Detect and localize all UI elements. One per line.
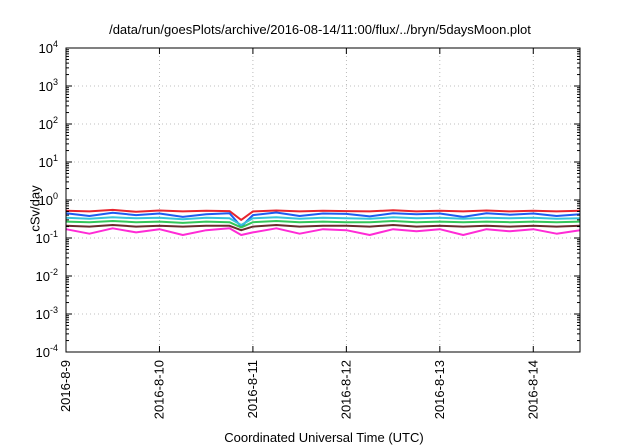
y-tick-label: 103: [39, 77, 58, 94]
y-tick-label: 10-4: [36, 343, 58, 360]
y-tick-exponent: 3: [53, 77, 58, 87]
y-tick-exponent: -4: [50, 343, 58, 353]
y-tick-label: 104: [39, 39, 58, 56]
x-tick-labels: 2016-8-9 2016-8-10 2016-8-11 2016-8-12 2016-…: [58, 360, 540, 419]
x-tick-label: 2016-8-13: [432, 360, 447, 419]
x-tick-label: 2016-8-10: [151, 360, 166, 419]
y-tick-exponent: -3: [50, 305, 58, 315]
y-tick-label: 10-3: [36, 305, 58, 322]
tick-marks: [65, 47, 580, 353]
x-tick-label: 2016-8-14: [525, 360, 540, 419]
series-line: [65, 211, 581, 228]
series-line: [65, 224, 581, 232]
x-tick-label: 2016-8-9: [58, 360, 73, 412]
y-tick-label: 101: [39, 153, 58, 170]
y-tick-exponent: -1: [50, 229, 58, 239]
x-axis-label: Coordinated Universal Time (UTC): [224, 430, 424, 445]
x-tick-label: 2016-8-11: [245, 360, 260, 418]
y-tick-exponent: 2: [53, 115, 58, 125]
y-tick-exponent: -2: [50, 267, 58, 277]
series-line: [65, 220, 581, 229]
y-tick-exponent: 0: [53, 191, 58, 201]
y-tick-label: 10-2: [36, 267, 58, 284]
series-line: [65, 216, 581, 226]
y-tick-exponent: 1: [53, 153, 58, 163]
y-tick-label: 102: [39, 115, 58, 132]
series-line: [65, 227, 581, 236]
series-lines: [65, 208, 581, 236]
grid-lines: [66, 48, 580, 352]
chart-title: /data/run/goesPlots/archive/2016-08-14/1…: [109, 22, 531, 37]
y-tick-label: 100: [39, 191, 58, 208]
series-line: [65, 208, 581, 221]
y-tick-label: 10-1: [36, 229, 58, 246]
y-tick-exponent: 4: [53, 39, 58, 49]
x-tick-label: 2016-8-12: [338, 360, 353, 419]
